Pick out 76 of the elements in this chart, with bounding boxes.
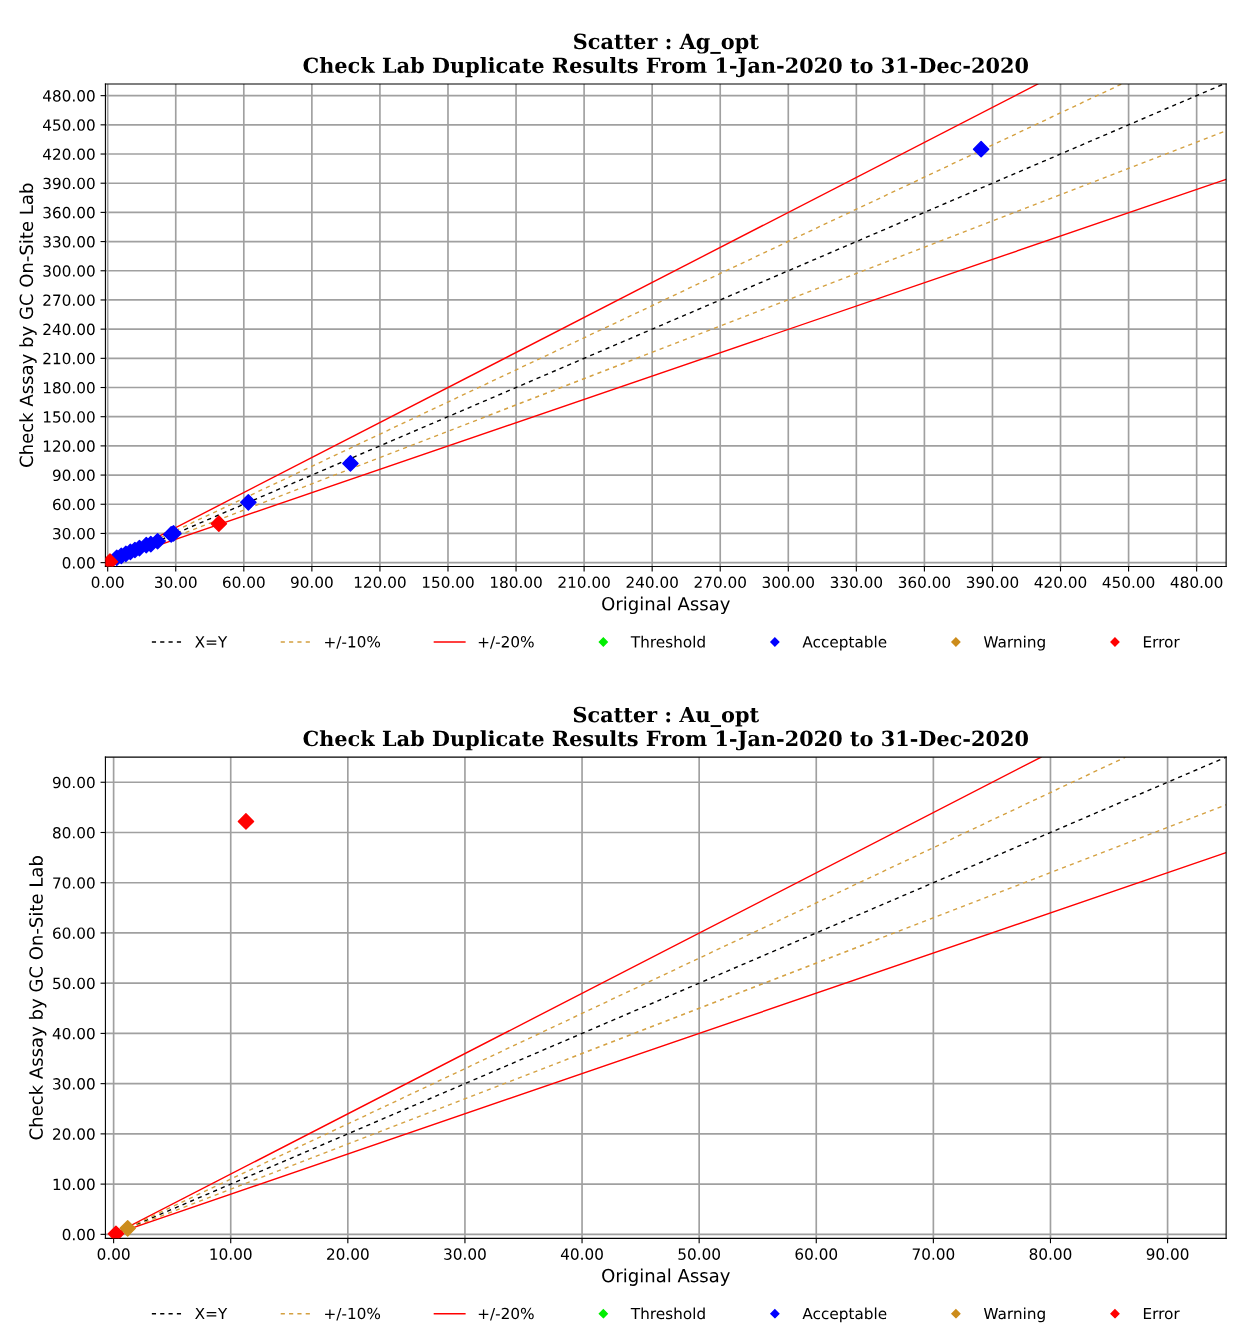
y-tick-label: 210.00 xyxy=(43,352,95,365)
x-tick-label: 0.00 xyxy=(97,1248,130,1260)
y-tick-label: 270.00 xyxy=(43,294,95,306)
y-tick-label: 300.00 xyxy=(43,265,95,277)
y-tick-label: 390.00 xyxy=(43,177,95,190)
x-tick-label: 20.00 xyxy=(327,1248,369,1260)
legend-label: Error xyxy=(1143,1307,1180,1320)
y-tick-label: 150.00 xyxy=(43,411,95,423)
x-tick-label: 50.00 xyxy=(678,1248,721,1260)
y-tick-label: 30.00 xyxy=(53,527,95,540)
legend-label: Warning xyxy=(983,1307,1045,1323)
y-tick-label: 480.00 xyxy=(42,90,95,102)
x-tick-label: 0.00 xyxy=(91,576,124,589)
x-tick-label: 240.00 xyxy=(626,576,678,589)
x-tick-label: 210.00 xyxy=(558,576,610,589)
legend-label: +/-10% xyxy=(325,636,381,649)
legend-label: Warning xyxy=(983,635,1045,651)
x-tick-label: 10.00 xyxy=(210,1248,252,1260)
x-tick-label: 30.00 xyxy=(155,576,197,589)
y-tick-label: 10.00 xyxy=(53,1178,95,1191)
chart-title: Scatter : Au_opt xyxy=(573,706,760,728)
x-tick-label: 60.00 xyxy=(223,576,265,589)
y-tick-label: 240.00 xyxy=(43,323,95,336)
x-tick-label: 80.00 xyxy=(1029,1248,1072,1260)
y-tick-label: 450.00 xyxy=(42,119,95,131)
y-tick-label: 60.00 xyxy=(53,927,95,939)
x-tick-label: 40.00 xyxy=(560,1248,603,1260)
y-tick-label: 0.00 xyxy=(62,1228,95,1241)
x-axis-title: Original Assay xyxy=(602,1268,730,1286)
y-tick-label: 60.00 xyxy=(53,498,95,511)
y-tick-label: 420.00 xyxy=(42,148,95,161)
x-tick-label: 70.00 xyxy=(912,1248,955,1260)
legend-label: +/-20% xyxy=(478,1307,534,1321)
legend-label: +/-20% xyxy=(478,636,534,649)
x-tick-label: 60.00 xyxy=(795,1248,838,1260)
x-tick-label: 30.00 xyxy=(444,1248,486,1260)
y-tick-label: 30.00 xyxy=(53,1078,95,1090)
y-tick-label: 50.00 xyxy=(53,977,95,990)
y-axis-title: Check Assay by GC On-Site Lab xyxy=(19,183,37,467)
legend-label: Error xyxy=(1143,636,1180,648)
y-axis-title: Check Assay by GC On-Site Lab xyxy=(28,856,47,1140)
x-tick-label: 270.00 xyxy=(694,576,746,589)
legend-label: X=Y xyxy=(195,636,228,648)
y-tick-label: 20.00 xyxy=(53,1128,95,1140)
y-tick-label: 360.00 xyxy=(43,206,95,219)
y-tick-label: 70.00 xyxy=(53,877,95,889)
x-tick-label: 480.00 xyxy=(1170,576,1223,589)
x-tick-label: 300.00 xyxy=(762,576,814,589)
chart-title: Scatter : Ag_opt xyxy=(574,33,759,54)
x-tick-label: 150.00 xyxy=(422,576,474,589)
chart-subtitle: Check Lab Duplicate Results From 1-Jan-2020 to 31-Dec-2020 xyxy=(303,57,1028,78)
x-tick-label: 360.00 xyxy=(898,576,951,589)
y-tick-label: 80.00 xyxy=(53,826,95,839)
legend-label: X=Y xyxy=(195,1307,228,1320)
y-tick-label: 90.00 xyxy=(52,776,95,789)
x-tick-label: 120.00 xyxy=(354,576,406,589)
y-tick-label: 180.00 xyxy=(43,381,95,394)
x-tick-label: 330.00 xyxy=(830,576,883,589)
y-tick-label: 330.00 xyxy=(43,236,95,248)
legend-label: Acceptable xyxy=(802,1307,887,1323)
x-tick-label: 180.00 xyxy=(491,576,542,589)
x-tick-label: 90.00 xyxy=(1146,1248,1189,1260)
legend-label: +/-10% xyxy=(325,1307,381,1321)
x-tick-label: 90.00 xyxy=(290,576,333,589)
legend-label: Threshold xyxy=(630,635,705,648)
chart-subtitle: Check Lab Duplicate Results From 1-Jan-2020 to 31-Dec-2020 xyxy=(303,730,1028,751)
y-tick-label: 40.00 xyxy=(52,1027,95,1040)
legend-label: Threshold xyxy=(630,1307,705,1320)
y-tick-label: 0.00 xyxy=(62,557,95,569)
x-tick-label: 420.00 xyxy=(1034,576,1087,589)
x-tick-label: 390.00 xyxy=(966,576,1019,589)
y-tick-label: 90.00 xyxy=(52,469,95,482)
x-tick-label: 450.00 xyxy=(1102,576,1155,589)
legend-label: Acceptable xyxy=(802,635,887,651)
x-axis-title: Original Assay xyxy=(602,596,730,615)
y-tick-label: 120.00 xyxy=(43,440,95,452)
